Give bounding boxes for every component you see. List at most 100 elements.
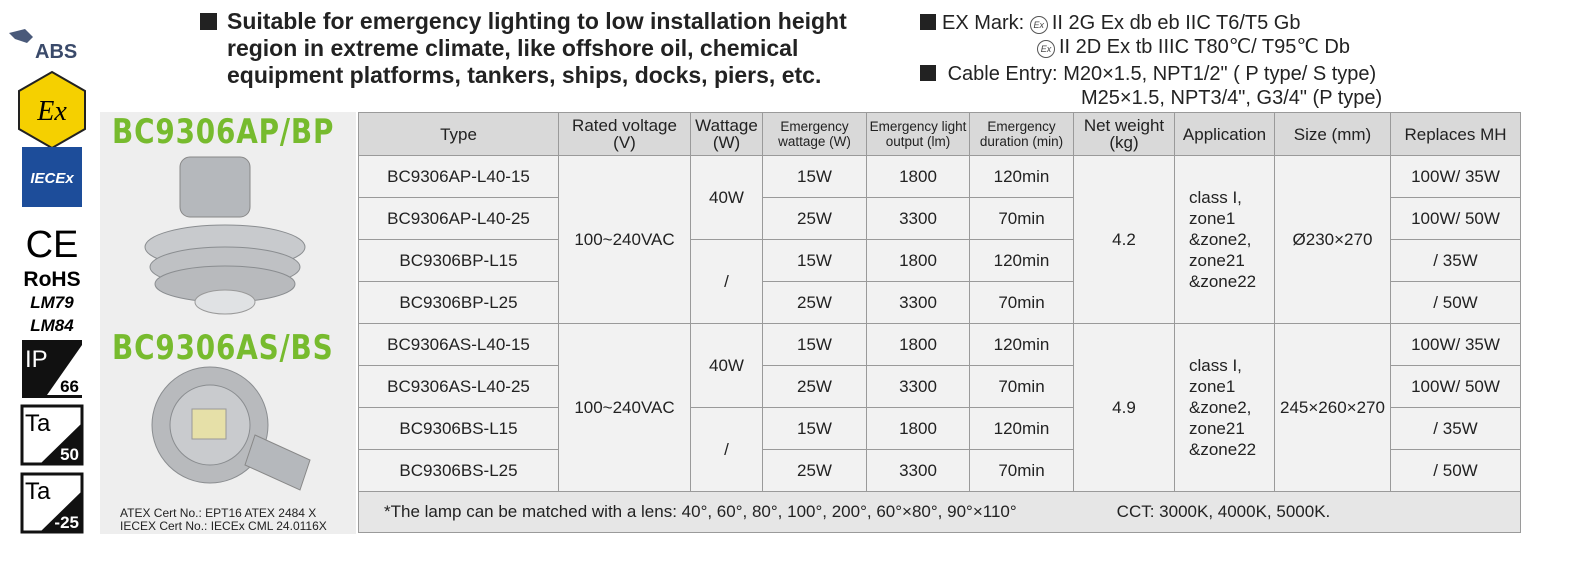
ip-label: IP xyxy=(25,346,48,373)
certificate: IECEX Cert No.: IECEx CML 24.0116X xyxy=(120,519,327,533)
light-output-cell: 1800 xyxy=(866,155,970,198)
ta1-triangle xyxy=(40,423,82,464)
duration-cell: 120min xyxy=(969,323,1074,366)
replaces-cell: / 50W xyxy=(1390,281,1521,324)
column-header: Size (mm) xyxy=(1274,112,1391,156)
bullet xyxy=(920,14,936,30)
duration-cell: 70min xyxy=(969,365,1074,408)
iecex-box xyxy=(22,147,82,207)
emergency-wattage-cell: 25W xyxy=(762,449,867,492)
duration-cell: 120min xyxy=(969,155,1074,198)
cable-entry-line: M25×1.5, NPT3/4", G3/4" (P type) xyxy=(1081,87,1383,109)
light-output-cell: 3300 xyxy=(866,365,970,408)
bullet xyxy=(200,13,217,30)
emergency-wattage-cell: 15W xyxy=(762,323,867,366)
application-cell: class I, zone1 &zone2, zone21 &zone22 xyxy=(1174,323,1275,492)
lamp-image xyxy=(144,156,306,315)
type-cell: BC9306AS-L40-25 xyxy=(358,365,559,408)
ta1-value: 50 xyxy=(60,445,79,464)
description-line: region in extreme climate, like offshore… xyxy=(227,35,799,61)
emergency-wattage-cell: 25W xyxy=(762,365,867,408)
replaces-cell: / 35W xyxy=(1390,239,1521,282)
emergency-wattage-cell: 25W xyxy=(762,281,867,324)
type-cell: BC9306AS-L40-15 xyxy=(358,323,559,366)
voltage-cell: 100~240VAC xyxy=(558,155,691,324)
bullet xyxy=(920,65,936,81)
column-header: Type xyxy=(358,112,559,156)
table-row: BC9306AP-L40-15 100~240VAC 40W 15W 1800 120mi… xyxy=(358,155,1521,324)
footnote-cell: *The lamp can be matched with a lens: 40… xyxy=(358,491,1521,533)
lm79: LM79 xyxy=(30,293,74,312)
wattage-cell: / xyxy=(690,407,763,492)
ce-logo: CE xyxy=(26,224,79,266)
ex-mark-line: II 2G Ex db eb IIC T6/T5 Gb xyxy=(1051,12,1301,34)
lm84: LM84 xyxy=(30,316,74,335)
cert-icons: ABS Ex IECEx CE RoHS LM79 LM84 IP 66 Ta … xyxy=(9,29,86,534)
ex-icon: Ex xyxy=(1029,16,1048,34)
cable-entry-line: M20×1.5, NPT1/2" ( P type/ S type) xyxy=(1063,63,1377,85)
footnote: *The lamp can be matched with a lens: 40… xyxy=(384,502,1017,521)
table-row: BC9306AS-L40-25 25W 3300 70min 100W/ 50W xyxy=(358,365,1521,408)
type-cell: BC9306AP-L40-15 xyxy=(358,155,559,198)
rohs: RoHS xyxy=(23,268,80,291)
cct: CCT: 3000K, 4000K, 5000K. xyxy=(1116,502,1331,521)
replaces-cell: 100W/ 50W xyxy=(1390,197,1521,240)
wattage-cell: 40W xyxy=(690,155,763,240)
ta2-triangle xyxy=(40,491,82,532)
weight-cell: 4.9 xyxy=(1073,323,1175,492)
iecex-logo: IECEx xyxy=(30,170,74,187)
replaces-cell: 100W/ 35W xyxy=(1390,323,1521,366)
wattage-cell: / xyxy=(690,239,763,324)
ip-triangle xyxy=(47,345,82,395)
emergency-wattage-cell: 15W xyxy=(762,239,867,282)
duration-cell: 70min xyxy=(969,281,1074,324)
duration-cell: 120min xyxy=(969,407,1074,450)
ex-mark-label: EX Mark: xyxy=(942,12,1025,34)
ex-mark: EX Mark: Ex II 2G Ex db eb IIC T6/T5 Gb E… xyxy=(920,11,1350,59)
abs-logo: ABS xyxy=(35,41,77,63)
ex-icon: Ex xyxy=(1037,40,1055,58)
voltage-cell: 100~240VAC xyxy=(558,323,691,492)
light-output-cell: 3300 xyxy=(866,281,970,324)
type-cell: BC9306BP-L15 xyxy=(358,239,559,282)
table-row: BC9306BP-L25 25W 3300 70min / 50W xyxy=(358,281,1521,324)
emergency-wattage-cell: 15W xyxy=(762,407,867,450)
certificate: ATEX Cert No.: EPT16 ATEX 2484 X xyxy=(120,506,317,520)
wattage-cell: 40W xyxy=(690,323,763,408)
column-header: Emergency duration (min) xyxy=(969,112,1074,156)
light-output-cell: 3300 xyxy=(866,449,970,492)
cable-entry: Cable Entry: M20×1.5, NPT1/2" ( P type/ … xyxy=(920,62,1382,110)
replaces-cell: / 50W xyxy=(1390,449,1521,492)
lamp-image xyxy=(151,366,311,491)
duration-cell: 70min xyxy=(969,449,1074,492)
column-header: Emergency wattage (W) xyxy=(762,112,867,156)
ta2-value: -25 xyxy=(54,513,79,532)
ta2-label: Ta xyxy=(25,478,51,505)
weight-cell: 4.2 xyxy=(1073,155,1175,324)
column-header: Wattage (W) xyxy=(690,112,763,156)
light-output-cell: 1800 xyxy=(866,407,970,450)
model-name: BC9306AP/BP xyxy=(112,112,335,152)
column-header: Application xyxy=(1174,112,1275,156)
size-cell: 245×260×270 xyxy=(1274,323,1391,492)
emergency-wattage-cell: 25W xyxy=(762,197,867,240)
cable-entry-label: Cable Entry: xyxy=(947,63,1058,85)
description-line: equipment platforms, tankers, ships, doc… xyxy=(227,62,822,88)
table-row: BC9306AS-L40-15 100~240VAC 40W 15W 1800 120mi… xyxy=(358,323,1521,492)
emergency-wattage-cell: 15W xyxy=(762,155,867,198)
light-output-cell: 3300 xyxy=(866,197,970,240)
footnote-row: *The lamp can be matched with a lens: 40… xyxy=(358,491,1521,533)
column-header: Emergency light output (lm) xyxy=(866,112,970,156)
replaces-cell: / 35W xyxy=(1390,407,1521,450)
ta1-label: Ta xyxy=(25,410,51,437)
table-row: BC9306BS-L25 25W 3300 70min / 50W xyxy=(358,449,1521,492)
size-cell: Ø230×270 xyxy=(1274,155,1391,324)
light-output-cell: 1800 xyxy=(866,323,970,366)
application-cell: class I, zone1 &zone2, zone21 &zone22 xyxy=(1174,155,1275,324)
table-row: BC9306BS-L15 /15W 1800 120min / 35W xyxy=(358,407,1521,492)
model-name: BC9306AS/BS xyxy=(112,328,334,368)
spec-table: Type Rated voltage (V) Wattage (W) Emergenc… xyxy=(358,112,1521,533)
abs-eagle xyxy=(9,29,33,43)
type-cell: BC9306BS-L15 xyxy=(358,407,559,450)
